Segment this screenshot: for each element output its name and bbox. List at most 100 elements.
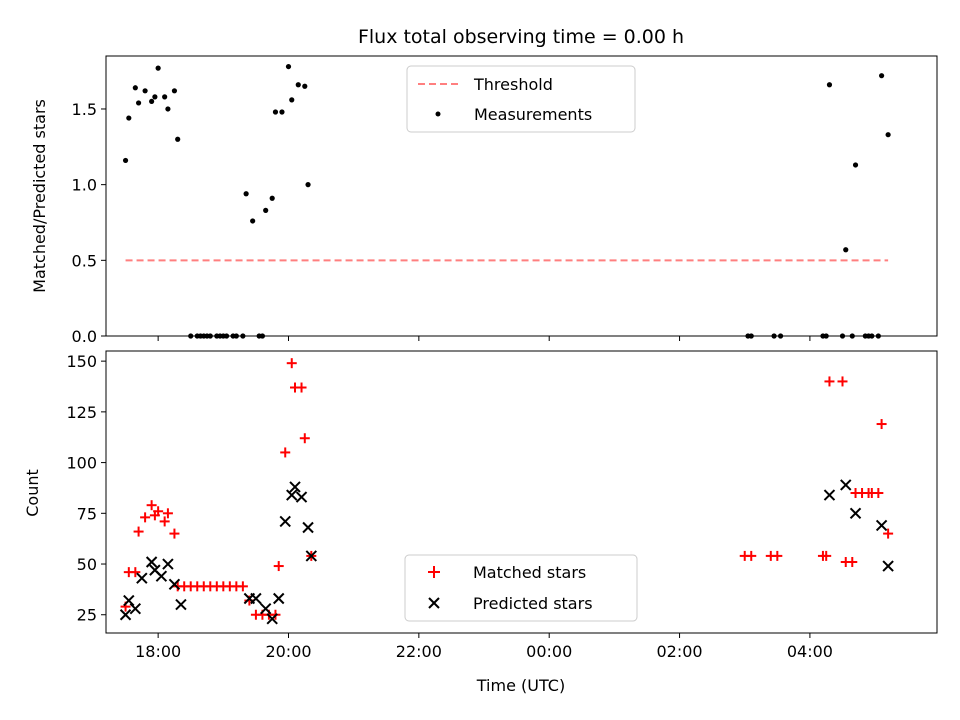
matched-star-point	[876, 419, 887, 430]
measurement-point	[175, 136, 181, 142]
x-stroke	[129, 602, 142, 615]
bottom-x-axis-ticks: 18:00 20:00 22:00 00:00 02:00 04:00	[135, 633, 833, 661]
predicted-star-point	[875, 519, 888, 532]
x-stroke	[302, 521, 314, 534]
matched-star-point	[162, 508, 173, 519]
measurement-point	[152, 94, 158, 100]
measurement-point	[135, 100, 142, 106]
measurement-point	[250, 218, 256, 224]
bottom-y-tick-label: 125	[66, 403, 97, 422]
top-y-axis-ticks: 0.0 0.5 1.0 1.5	[72, 100, 106, 346]
measurement-point	[302, 83, 308, 89]
measurement-point	[171, 88, 178, 94]
legend-predicted-stars-label: Predicted stars	[473, 594, 593, 613]
x-stroke	[149, 564, 161, 576]
x-stroke	[145, 556, 158, 568]
bottom-legend-box	[404, 554, 638, 622]
measurement-point	[165, 106, 171, 112]
predicted-star-point	[305, 550, 318, 562]
matched-star-point	[280, 447, 291, 458]
predicted-star-point	[286, 489, 298, 501]
matched-star-point	[847, 556, 858, 567]
x-stroke	[136, 572, 148, 584]
x-stroke	[286, 489, 298, 501]
x-stroke	[162, 558, 174, 570]
predicted-star-point	[259, 602, 272, 615]
measurement-point	[826, 82, 833, 88]
measurement-point	[295, 82, 301, 88]
predicted-star-point	[823, 489, 836, 501]
x-tick-label: 02:00	[656, 642, 702, 661]
x-stroke	[266, 613, 278, 625]
predicted-star-point	[119, 609, 132, 621]
matched-star-point	[883, 528, 894, 539]
x-stroke	[175, 598, 187, 611]
predicted-star-point	[129, 602, 142, 615]
x-stroke	[882, 560, 894, 572]
measurement-point	[243, 191, 249, 197]
top-y-axis-label: Matched/Predicted stars	[30, 99, 49, 293]
x-stroke	[849, 507, 862, 520]
x-axis-label: Time (UTC)	[476, 676, 565, 695]
matched-star-point	[153, 506, 164, 517]
x-stroke	[259, 602, 272, 615]
bottom-y-axis-label: Count	[23, 469, 42, 517]
measurement-point	[155, 65, 161, 71]
bottom-y-tick-label: 150	[66, 352, 97, 371]
predicted-star-point	[145, 556, 158, 568]
matched-star-point	[130, 567, 141, 578]
x-stroke	[295, 491, 308, 503]
measurement-point	[879, 73, 885, 79]
predicted-star-point	[123, 594, 135, 607]
top-y-tick-label: 0.0	[72, 327, 97, 346]
measurement-point	[142, 88, 148, 94]
x-tick-label: 04:00	[787, 642, 833, 661]
bottom-y-tick-label: 50	[77, 555, 97, 574]
x-stroke	[305, 550, 318, 562]
matched-star-point	[140, 512, 151, 523]
predicted-stars-legend-swatch	[428, 597, 440, 609]
matched-star-point	[296, 382, 307, 393]
legend-measurements-label: Measurements	[474, 105, 592, 124]
top-panel: 0.0 0.5 1.0 1.5 Matched/Predicted stars Thr…	[30, 55, 938, 346]
measurement-point	[162, 94, 168, 100]
top-axes-frame	[105, 55, 938, 337]
x-tick-label: 20:00	[265, 642, 311, 661]
predicted-star-point	[279, 515, 291, 528]
matched-star-point	[299, 433, 310, 444]
matched-star-point	[821, 550, 832, 561]
predicted-star-point	[162, 558, 174, 570]
predicted-star-point	[155, 570, 168, 582]
measurements-legend-swatch	[435, 111, 441, 117]
top-x-axis-ticks	[157, 336, 811, 341]
x-stroke	[823, 489, 836, 501]
matched-star-point	[237, 581, 248, 592]
matched-star-point	[746, 550, 757, 561]
x-stroke	[250, 592, 262, 605]
predicted-star-point	[840, 479, 852, 491]
predicted-star-point	[882, 560, 894, 572]
chart-title: Flux total observing time = 0.00 h	[358, 26, 684, 48]
x-stroke	[168, 578, 181, 591]
bottom-axes-frame	[105, 350, 938, 634]
matched-star-point	[824, 376, 835, 387]
bottom-y-tick-label: 75	[77, 504, 97, 523]
top-y-tick-label: 1.0	[72, 176, 97, 195]
measurement-point	[126, 115, 132, 121]
measurement-point	[852, 162, 859, 168]
measurement-point	[285, 63, 292, 70]
predicted-star-point	[849, 507, 862, 520]
measurement-point	[149, 98, 155, 105]
legend-threshold-label: Threshold	[473, 75, 553, 94]
bottom-plot-area	[119, 358, 894, 625]
predicted-star-point	[168, 578, 181, 591]
predicted-star-point	[266, 613, 278, 625]
x-stroke	[279, 515, 291, 528]
x-stroke	[119, 609, 132, 621]
predicted-star-point	[136, 572, 148, 584]
x-tick-label: 22:00	[396, 642, 442, 661]
measurement-point	[122, 157, 129, 164]
x-stroke	[840, 479, 852, 491]
x-stroke	[123, 594, 135, 607]
